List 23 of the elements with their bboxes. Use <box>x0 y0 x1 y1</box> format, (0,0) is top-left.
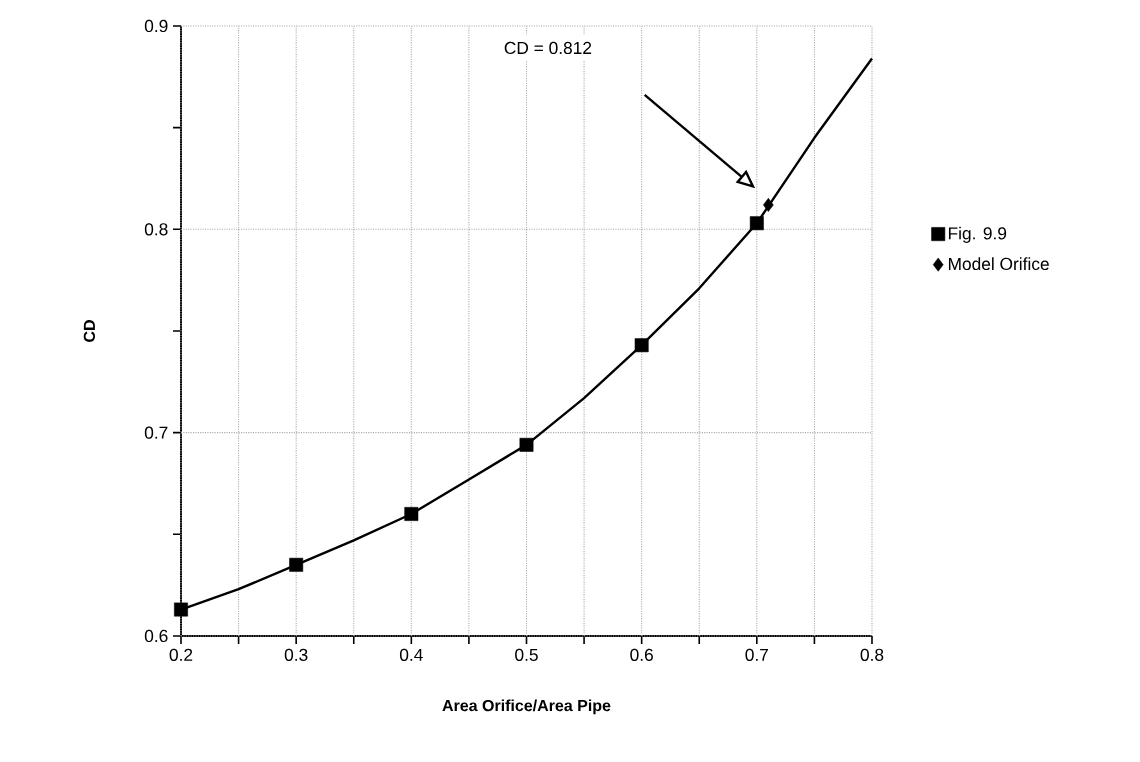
point <box>289 557 304 572</box>
point <box>749 216 764 231</box>
x-tick-label: 0.6 <box>630 648 653 661</box>
point <box>763 197 774 212</box>
x-tick-label: 0.2 <box>169 648 193 661</box>
legend-label: Fig. 9.9 <box>948 226 1007 243</box>
x-tick-label: 0.5 <box>515 648 538 661</box>
point <box>634 338 649 353</box>
y-tick-label: 0.7 <box>144 426 168 439</box>
point <box>519 437 534 452</box>
x-tick-label: 0.8 <box>860 648 884 661</box>
x-tick-label: 0.4 <box>399 648 423 661</box>
y-tick-label: 0.9 <box>144 19 168 33</box>
x-tick-label: 0.7 <box>745 648 768 661</box>
y-tick-label: 0.8 <box>144 223 168 236</box>
point <box>174 602 188 617</box>
y-axis-title: CD <box>83 320 96 342</box>
legend-label: Model Orifice <box>948 257 1049 271</box>
x-tick-label: 0.3 <box>284 648 308 661</box>
point <box>404 507 419 521</box>
annotation: CD = 0.812 <box>504 41 592 55</box>
x-axis-title: Area Orifice/Area Pipe <box>442 699 611 715</box>
y-tick-label: 0.6 <box>144 629 168 643</box>
